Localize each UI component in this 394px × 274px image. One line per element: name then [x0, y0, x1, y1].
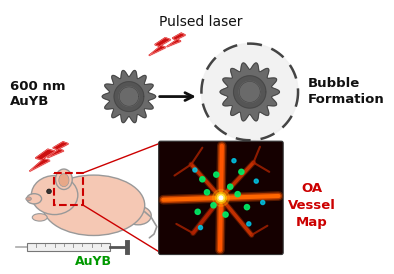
Polygon shape [201, 44, 298, 140]
Polygon shape [102, 70, 156, 123]
Polygon shape [30, 150, 55, 172]
Polygon shape [167, 33, 186, 47]
Text: Pulsed laser: Pulsed laser [159, 15, 242, 29]
Circle shape [217, 194, 225, 202]
Bar [27, 243, 110, 251]
Circle shape [223, 212, 228, 217]
Circle shape [200, 177, 205, 182]
Circle shape [195, 209, 200, 214]
Circle shape [204, 190, 210, 195]
Circle shape [211, 203, 216, 208]
Circle shape [235, 192, 240, 197]
Polygon shape [114, 82, 144, 112]
Circle shape [254, 179, 258, 183]
Ellipse shape [32, 214, 47, 221]
Circle shape [193, 168, 197, 172]
Bar [54, 173, 84, 205]
Polygon shape [239, 81, 260, 102]
Polygon shape [119, 87, 139, 106]
Circle shape [213, 190, 229, 206]
Polygon shape [47, 142, 68, 158]
Text: OA
Vessel
Map: OA Vessel Map [288, 182, 336, 229]
Circle shape [244, 205, 249, 210]
Circle shape [199, 226, 203, 230]
Ellipse shape [26, 197, 32, 201]
Polygon shape [167, 33, 185, 47]
Circle shape [214, 172, 219, 177]
Circle shape [239, 169, 244, 175]
Text: AuYB: AuYB [75, 255, 112, 267]
Polygon shape [48, 142, 69, 158]
Text: 600 nm
AuYB: 600 nm AuYB [10, 80, 65, 108]
Circle shape [47, 189, 51, 194]
Polygon shape [234, 76, 266, 108]
Ellipse shape [32, 176, 78, 215]
Polygon shape [220, 63, 279, 121]
Circle shape [219, 196, 223, 200]
Polygon shape [30, 149, 55, 171]
Ellipse shape [125, 206, 151, 225]
Circle shape [247, 222, 251, 226]
FancyBboxPatch shape [159, 141, 283, 255]
Ellipse shape [43, 175, 145, 235]
Ellipse shape [59, 174, 69, 187]
Circle shape [232, 159, 236, 163]
Circle shape [216, 192, 227, 203]
Polygon shape [149, 38, 171, 56]
Circle shape [228, 184, 233, 189]
Ellipse shape [27, 194, 42, 204]
Circle shape [261, 201, 265, 205]
Ellipse shape [56, 169, 72, 190]
Polygon shape [149, 38, 171, 56]
Text: Bubble
Formation: Bubble Formation [307, 78, 384, 106]
